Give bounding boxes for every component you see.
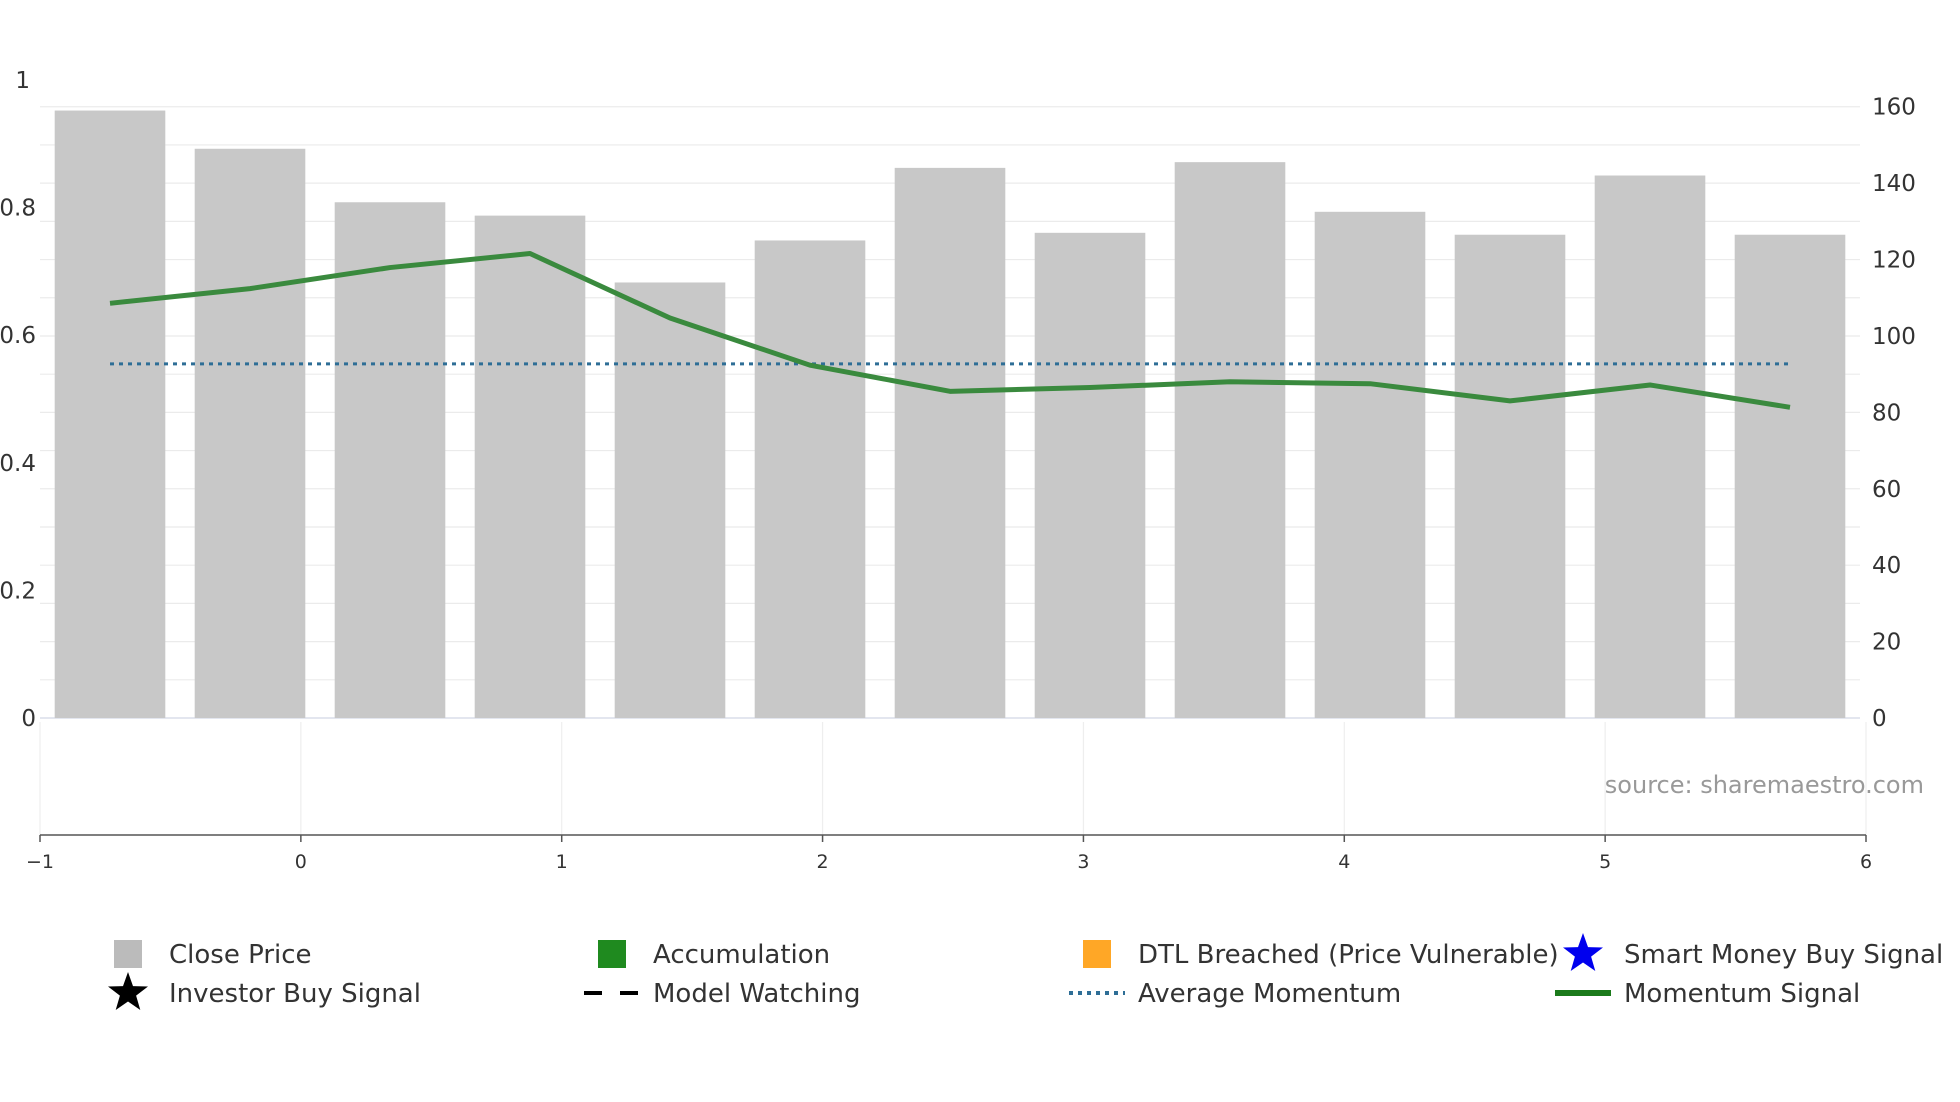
legend-item: Smart Money Buy Signal (1563, 933, 1943, 971)
close-price-bar (54, 110, 166, 719)
y-left-tick-label: 1 (15, 68, 30, 94)
y-right-tick-label: 140 (1872, 171, 1916, 197)
close-price-bar (194, 148, 306, 718)
dtl-breached-price-vulnerable-swatch (1083, 940, 1111, 968)
legend-label: DTL Breached (Price Vulnerable) (1138, 940, 1559, 970)
legend-item: DTL Breached (Price Vulnerable) (1083, 940, 1559, 970)
legend-label: Model Watching (653, 979, 860, 1009)
legend-label: Average Momentum (1138, 979, 1401, 1009)
close-price-bar (894, 167, 1006, 718)
x-tick-label: 1 (556, 851, 568, 873)
legend-item: Momentum Signal (1555, 979, 1860, 1009)
x-tick-label: 5 (1599, 851, 1611, 873)
momentum-signal-line (109, 251, 1791, 410)
source-note: source: sharemaestro.com (1605, 771, 1924, 799)
close-price-bar (1314, 211, 1426, 718)
y-right-tick-label: 100 (1872, 324, 1916, 350)
lines (109, 251, 1791, 410)
y-right-tick-label: 20 (1872, 630, 1901, 656)
y-left-tick-label: 0.4 (0, 451, 36, 477)
close-price-bar (754, 240, 866, 719)
close-price-bar (474, 215, 586, 719)
accumulation-swatch (598, 940, 626, 968)
legend-label: Close Price (169, 940, 312, 970)
x-tick-label: 2 (817, 851, 829, 873)
legend-label: Accumulation (653, 940, 830, 970)
close-price-swatch (114, 940, 142, 968)
close-price-bar (614, 282, 726, 718)
y-left-tick-label: 0.8 (0, 196, 36, 222)
close-price-bar (1454, 234, 1566, 718)
legend-label: Smart Money Buy Signal (1624, 940, 1943, 970)
y-right-tick-label: 60 (1872, 477, 1901, 503)
x-tick-label: 4 (1338, 851, 1350, 873)
legend-item: Investor Buy Signal (108, 972, 421, 1010)
y-right-tick-label: 160 (1872, 95, 1916, 121)
y-right-tick-label: 120 (1872, 248, 1916, 274)
legend-item: Close Price (114, 940, 312, 970)
close-price-bar (1594, 175, 1706, 719)
legend-label: Momentum Signal (1624, 979, 1860, 1009)
smart-money-buy-signal-star-icon (1563, 933, 1603, 971)
y-left-tick-label: 0.2 (0, 578, 36, 604)
legend-item: Model Watching (584, 979, 860, 1009)
close-price-bars (54, 110, 1846, 719)
x-tick-label: 3 (1077, 851, 1089, 873)
legend: Close Price Accumulation DTL Breached (Pri… (108, 933, 1943, 1010)
y-left-tick-label: 0 (21, 706, 36, 732)
x-tick-label: −1 (26, 851, 54, 873)
legend-label: Investor Buy Signal (169, 979, 421, 1009)
close-price-bar (1734, 234, 1846, 718)
y-right-tick-label: 80 (1872, 400, 1901, 426)
legend-item: Average Momentum (1069, 979, 1401, 1009)
y-left-tick-label: 0.6 (0, 323, 36, 349)
legend-item: Accumulation (598, 940, 830, 970)
axes: 0 0.2 0.4 0.6 0.8 1 0 20 40 60 80 100 120 140 160 −1 0 1 2… (0, 68, 1916, 873)
x-tick-label: 6 (1860, 851, 1872, 873)
y-right-tick-label: 0 (1872, 706, 1887, 732)
close-price-bar (334, 202, 446, 719)
y-right-tick-label: 40 (1872, 553, 1901, 579)
close-price-bar (1034, 232, 1146, 718)
x-tick-label: 0 (295, 851, 307, 873)
close-price-bar (1174, 162, 1286, 719)
investor-buy-signal-star-icon (108, 972, 148, 1010)
